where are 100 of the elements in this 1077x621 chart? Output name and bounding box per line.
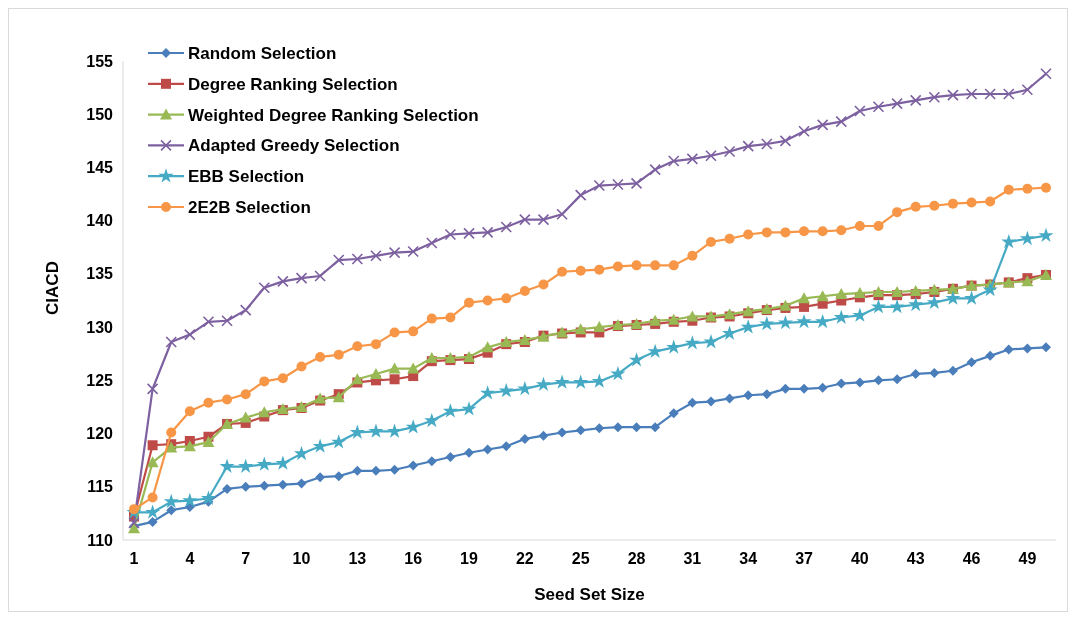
point — [202, 436, 215, 448]
point — [612, 261, 623, 272]
point — [705, 396, 716, 407]
point — [426, 456, 437, 467]
point — [817, 226, 828, 237]
point — [314, 270, 326, 282]
point — [1021, 83, 1034, 96]
point — [482, 295, 493, 306]
point — [929, 367, 940, 378]
point — [258, 406, 271, 418]
point — [259, 480, 270, 491]
point — [574, 323, 587, 335]
point — [315, 472, 326, 483]
point — [296, 478, 307, 489]
point — [593, 179, 606, 192]
point — [631, 422, 642, 433]
point — [799, 226, 810, 237]
point — [872, 100, 885, 113]
point — [630, 177, 643, 190]
point — [667, 155, 680, 167]
point — [798, 292, 811, 304]
point — [425, 351, 438, 363]
point — [891, 285, 904, 297]
point — [985, 196, 996, 207]
point — [535, 376, 551, 391]
point — [538, 430, 549, 441]
point — [444, 351, 457, 363]
point — [964, 290, 980, 305]
point — [650, 260, 661, 271]
point — [816, 119, 829, 131]
point — [779, 135, 792, 147]
point — [405, 419, 421, 434]
point — [591, 373, 607, 388]
point — [1003, 344, 1014, 355]
point — [687, 397, 698, 408]
point — [982, 281, 998, 297]
point — [331, 434, 347, 449]
legend-label: Weighted Degree Ranking Selection — [188, 105, 479, 125]
point — [501, 441, 512, 452]
point — [518, 333, 531, 345]
point — [258, 281, 271, 294]
point — [332, 254, 345, 266]
point — [649, 314, 662, 326]
point — [445, 312, 456, 323]
point — [277, 479, 288, 490]
point — [816, 290, 829, 302]
point — [388, 246, 401, 259]
point — [650, 422, 661, 433]
point — [947, 89, 959, 101]
point — [686, 153, 699, 165]
y-tick-label: 150 — [86, 105, 114, 123]
point — [966, 197, 977, 208]
point — [593, 321, 606, 333]
legend-label: Degree Ranking Selection — [188, 74, 398, 94]
x-tick-label: 13 — [348, 550, 367, 567]
point — [1038, 227, 1054, 242]
point — [369, 367, 382, 379]
point — [166, 427, 177, 438]
point — [349, 424, 365, 439]
point — [147, 440, 158, 451]
point — [239, 304, 252, 316]
point — [853, 287, 866, 299]
point — [1019, 230, 1035, 246]
point — [835, 288, 848, 300]
point — [1040, 67, 1052, 80]
point — [240, 389, 251, 400]
point — [854, 220, 865, 231]
point — [724, 393, 735, 404]
point — [759, 316, 775, 331]
point — [442, 403, 458, 418]
point — [146, 383, 159, 395]
point — [296, 361, 307, 372]
point — [610, 366, 626, 381]
point — [240, 481, 251, 492]
point — [426, 313, 437, 324]
point — [594, 264, 605, 275]
point — [777, 314, 793, 330]
legend-label: EBB Selection — [188, 167, 305, 187]
point — [836, 225, 847, 236]
point — [351, 373, 364, 385]
point — [966, 357, 977, 368]
x-tick-label: 43 — [906, 550, 925, 567]
point — [965, 88, 978, 100]
point — [219, 458, 235, 473]
point — [183, 440, 196, 452]
point — [945, 290, 961, 305]
point — [200, 490, 216, 505]
point — [389, 464, 400, 475]
point — [519, 285, 530, 296]
point — [1003, 184, 1014, 195]
point — [501, 293, 512, 304]
point — [275, 455, 291, 470]
point — [238, 458, 254, 473]
point — [464, 297, 475, 308]
point — [1002, 88, 1015, 100]
point — [761, 138, 773, 150]
point — [407, 245, 419, 258]
point — [870, 298, 886, 314]
point — [910, 201, 921, 212]
point — [163, 493, 179, 509]
